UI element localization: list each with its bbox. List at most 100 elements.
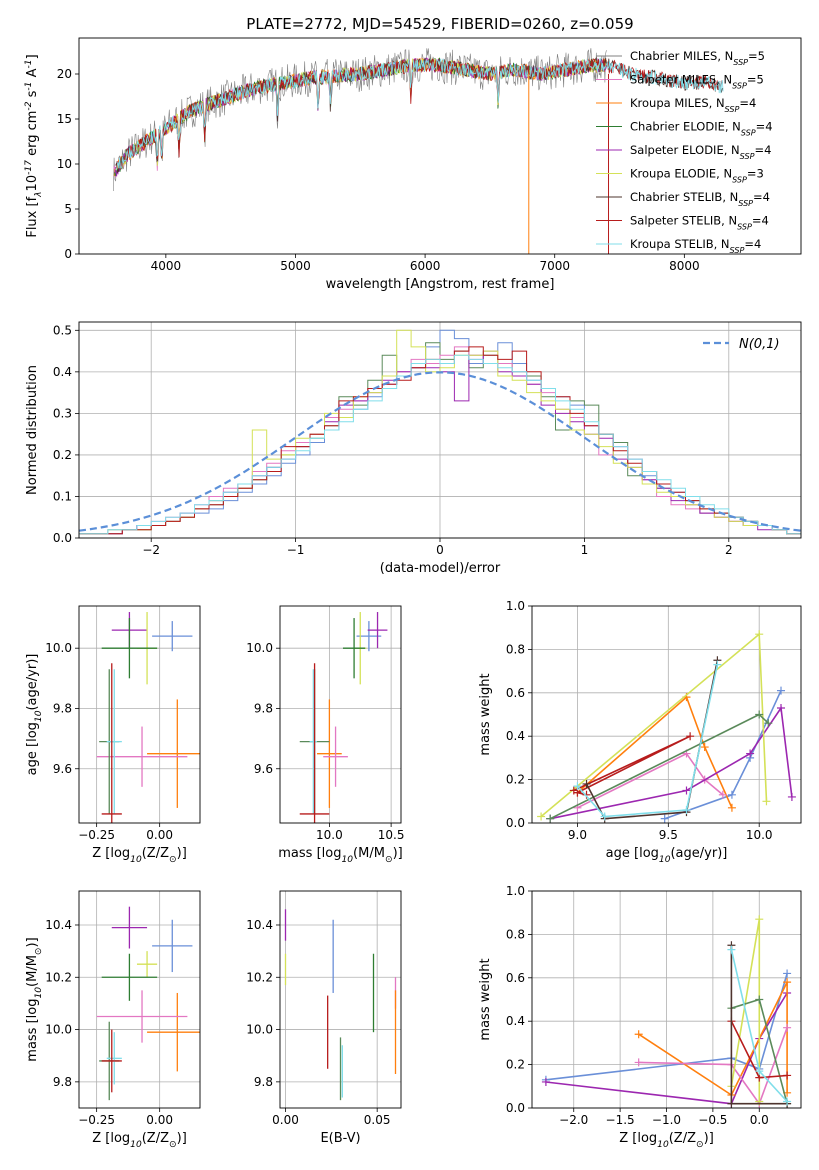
weight-marker: [686, 732, 695, 741]
y-tick-label: 0.1: [53, 489, 72, 503]
weight-marker: [755, 995, 764, 1004]
y-axis-label: mass weight: [478, 958, 493, 1040]
y-axis-label: Normed distribution: [25, 365, 40, 495]
normal-curve: [79, 371, 801, 532]
plot-area: [96, 612, 200, 823]
chart-age-vs-mass: 10.0 10.5 9.6 9.8 10.0 mass [log10(M/M⊙)]: [246, 605, 405, 865]
y-tick-label: 9.6: [53, 762, 72, 776]
x-axis-label: mass [log10(M/M⊙)]: [278, 846, 402, 865]
chart-age-vs-Z: −0.25 0.00 9.6 9.8 10.0 Z [log10(Z/Z⊙)] age [l…: [25, 605, 201, 865]
weight-marker: [537, 812, 546, 821]
x-axis-label: Z [log10(Z/Z⊙)]: [92, 846, 187, 865]
errorbar-point: [152, 621, 193, 652]
legend-label: N(0,1): [739, 337, 780, 352]
x-axis-label: age [log10(age/yr)]: [606, 846, 728, 865]
y-axis-label: mass [log10(M/M⊙)]: [25, 937, 44, 1061]
weight-marker: [764, 719, 773, 728]
x-tick-label: −1: [287, 543, 305, 557]
plot-area: [79, 329, 801, 538]
weight-marker: [718, 790, 727, 799]
weight-line: [664, 690, 782, 820]
weight-line: [576, 664, 719, 818]
y-tick-label: 0.0: [506, 1101, 525, 1115]
weight-marker: [713, 660, 722, 669]
errorbar-point: [309, 669, 318, 814]
x-tick-label: −1.5: [606, 1113, 635, 1127]
y-tick-label: 10.4: [45, 918, 72, 932]
x-tick-label: 10.0: [316, 828, 343, 842]
weight-marker: [755, 630, 764, 639]
weight-marker: [783, 1071, 792, 1080]
weight-marker: [546, 814, 555, 823]
chart-spectrum: 4000 5000 6000 7000 8000 0 5 10 15 20 wavelength […: [24, 37, 802, 292]
x-tick-label: 0.05: [364, 1113, 391, 1127]
chart-residuals: −2 −1 0 1 2 0.0 0.1 0.2 0.3 0.4 0.5 (data-model)/er…: [25, 321, 802, 576]
errorbar-point: [136, 951, 158, 978]
errorbar-point: [101, 618, 158, 679]
weight-line: [573, 735, 691, 796]
errorbar-point: [96, 726, 188, 787]
x-tick-label: −0.25: [78, 1113, 115, 1127]
x-tick-label: −0.25: [78, 828, 115, 842]
weight-marker: [777, 686, 786, 695]
legend-label: Chabrier MILES, NSSP=5: [630, 49, 765, 67]
y-tick-label: 9.8: [53, 701, 72, 715]
weight-marker: [634, 1030, 643, 1039]
x-tick-label: 9.0: [568, 828, 587, 842]
y-tick-label: 0.4: [506, 1014, 525, 1028]
y-tick-label: 10: [57, 157, 72, 171]
axes-frame: [78, 890, 201, 1109]
weight-line: [576, 695, 733, 809]
y-tick-label: 0.2: [506, 773, 525, 787]
x-axis-label: Z [log10(Z/Z⊙)]: [619, 1131, 714, 1150]
weight-series: [727, 945, 792, 1106]
weight-marker: [727, 790, 736, 799]
legend-label: Kroupa ELODIE, NSSP=3: [630, 167, 764, 185]
x-tick-label: −1.0: [652, 1113, 681, 1127]
y-tick-label: 9.8: [254, 701, 273, 715]
errorbar-point: [317, 699, 342, 808]
x-axis-label: wavelength [Angstrom, rest frame]: [326, 277, 555, 292]
x-tick-label: 0.00: [146, 828, 173, 842]
x-tick-label: 0.00: [146, 1113, 173, 1127]
errorbar-point: [106, 1032, 122, 1085]
weight-line: [545, 973, 788, 1081]
weight-marker: [660, 814, 669, 823]
y-tick-label: 10.4: [246, 918, 273, 932]
weight-series: [546, 710, 773, 823]
weight-series: [537, 630, 771, 821]
y-tick-label: 0.2: [53, 448, 72, 462]
y-tick-label: 0.2: [506, 1058, 525, 1072]
plot-area: [537, 630, 796, 823]
y-tick-label: 20: [57, 67, 72, 81]
x-tick-label: 5000: [280, 259, 311, 273]
y-tick-label: 9.8: [254, 1075, 273, 1089]
plot-area: [541, 915, 792, 1108]
y-tick-label: 5: [64, 202, 72, 216]
plot-area: [96, 906, 200, 1101]
weight-marker: [783, 1097, 792, 1106]
x-tick-label: −0.5: [698, 1113, 727, 1127]
spectrum-line: [115, 58, 724, 170]
y-tick-label: 10.0: [246, 1023, 273, 1037]
errorbar-point: [101, 953, 158, 1001]
weight-marker: [727, 1099, 736, 1108]
errorbar-point: [152, 919, 193, 973]
weight-line: [545, 992, 788, 1105]
x-tick-label: 0.0: [750, 1113, 769, 1127]
x-tick-label: 0.00: [272, 1113, 299, 1127]
legend-label: Kroupa STELIB, NSSP=4: [630, 237, 761, 255]
legend-label: Salpeter ELODIE, NSSP=4: [630, 143, 771, 161]
weight-line: [585, 660, 719, 820]
errorbar-point: [101, 663, 122, 823]
x-axis-label: (data-model)/error: [380, 561, 501, 576]
weight-marker: [634, 1058, 643, 1067]
y-tick-label: 0.6: [506, 686, 525, 700]
spectrum-line: [115, 56, 724, 174]
x-tick-label: 10.5: [378, 828, 405, 842]
y-tick-label: 0.3: [53, 406, 72, 420]
weight-marker: [787, 792, 796, 801]
errorbar-point: [147, 992, 200, 1072]
axes-frame: [279, 890, 402, 1109]
errorbar-point: [299, 663, 330, 823]
